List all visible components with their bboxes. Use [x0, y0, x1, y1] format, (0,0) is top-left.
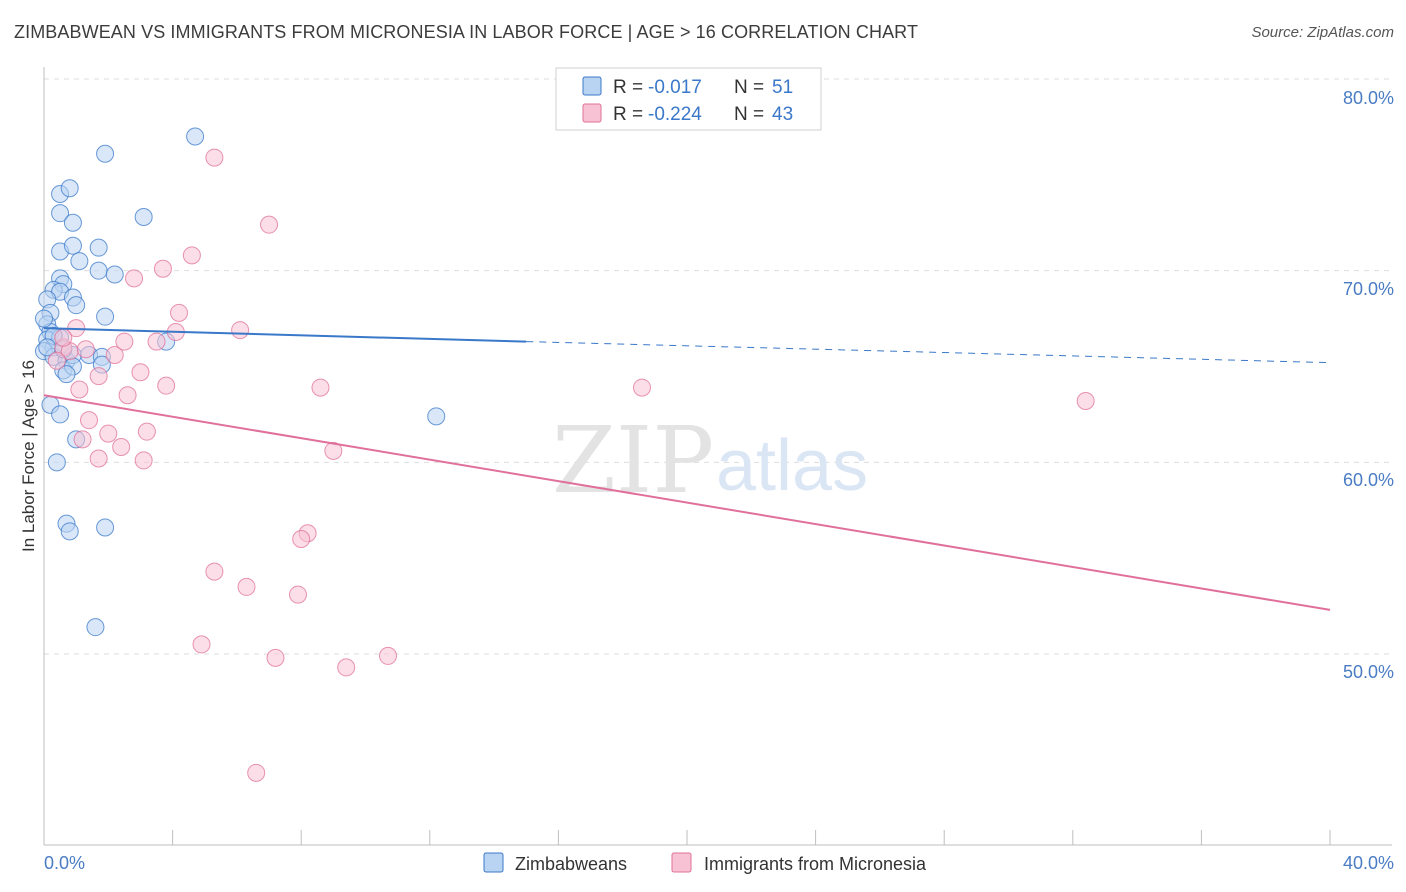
y-tick-labels: 80.0% 70.0% 60.0% 50.0%	[1343, 88, 1394, 682]
micronesia-point	[260, 215, 279, 234]
zimbabwean-point	[51, 405, 70, 424]
micronesia-point	[247, 763, 266, 782]
bottom-legend-blue-swatch	[483, 852, 504, 873]
zimbabwean-point	[134, 208, 153, 226]
micronesia-point	[131, 363, 150, 382]
stats-legend-pink-n-label: N =	[734, 104, 764, 125]
micronesia-point	[192, 635, 211, 654]
chart-title: ZIMBABWEAN VS IMMIGRANTS FROM MICRONESIA…	[14, 22, 919, 42]
zimbabwean-point	[63, 213, 82, 232]
grid-layer	[44, 78, 1392, 655]
micronesia-point	[105, 346, 124, 364]
micronesia-point	[337, 658, 356, 677]
zimbabwean-point	[57, 365, 76, 384]
micronesia-point	[1076, 392, 1095, 410]
bottom-legend-zimbabweans: Zimbabweans	[515, 854, 627, 874]
micronesia-point	[632, 378, 651, 397]
zimbabwean-point	[96, 518, 115, 537]
zimbabwean-point	[47, 453, 66, 472]
watermark-atlas: atlas	[716, 426, 868, 506]
micronesia-point	[54, 328, 73, 347]
y-tick-label-80: 80.0%	[1343, 88, 1394, 108]
zimbabwean-point	[63, 236, 82, 255]
micronesia-point	[112, 438, 131, 456]
trend-lines	[43, 327, 1331, 611]
micronesia-point	[324, 441, 343, 460]
watermark: ZIP atlas	[552, 407, 868, 514]
stats-legend-pink-r-value: -0.224	[648, 104, 702, 125]
axes-layer	[43, 67, 1392, 846]
micronesia-point	[237, 577, 256, 596]
zimbabwean-point	[51, 204, 70, 223]
zimbabwean-point	[60, 522, 79, 541]
stats-legend-pink-r-label: R =	[613, 104, 643, 125]
zimbabwean-point	[70, 252, 89, 271]
micronesia-points	[47, 148, 1095, 782]
zimbabwean-point	[186, 127, 205, 146]
zimbabwean-point	[427, 407, 446, 426]
zimbabwean-point	[96, 144, 115, 163]
micronesia-point	[99, 424, 118, 443]
micronesia-point	[170, 303, 189, 322]
watermark-zip: ZIP	[552, 407, 714, 514]
micronesia-point	[89, 367, 108, 386]
bottom-legend-pink-swatch	[671, 852, 692, 873]
micronesia-point	[47, 351, 66, 370]
zimbabwean-point	[96, 307, 115, 326]
x-tick-label-0: 0.0%	[44, 853, 85, 873]
stats-legend-pink-n-value: 43	[772, 104, 793, 125]
micronesia-point	[76, 340, 95, 359]
zimbabweans-trend-line	[43, 327, 527, 343]
x-tick-label-40: 40.0%	[1343, 853, 1394, 873]
micronesia-point	[80, 411, 99, 430]
micronesia-point	[205, 562, 224, 581]
micronesia-trend-line	[43, 394, 1331, 611]
zimbabwean-point	[67, 296, 86, 315]
micronesia-point	[292, 530, 311, 548]
zimbabwean-point	[35, 309, 53, 328]
micronesia-point	[379, 646, 398, 665]
micronesia-point	[157, 376, 176, 395]
zimbabwean-point	[86, 618, 105, 637]
micronesia-point	[89, 449, 108, 468]
stats-legend-blue-r-label: R =	[613, 77, 643, 98]
stats-legend-blue-r-value: -0.017	[648, 77, 702, 98]
source-label: Source: ZipAtlas.com	[1251, 24, 1394, 41]
zimbabwean-point	[89, 238, 108, 257]
micronesia-point	[153, 259, 172, 278]
micronesia-point	[266, 648, 285, 667]
stats-legend: R = -0.017 N = 51 R = -0.224 N = 43	[555, 67, 822, 131]
stats-legend-blue-swatch	[582, 76, 602, 96]
micronesia-point	[70, 380, 89, 399]
micronesia-point	[115, 332, 134, 351]
stats-legend-blue-n-value: 51	[772, 77, 793, 98]
micronesia-point	[125, 269, 144, 288]
y-tick-label-50: 50.0%	[1343, 662, 1394, 682]
bottom-legend: Zimbabweans Immigrants from Micronesia	[483, 852, 927, 874]
micronesia-point	[288, 585, 307, 604]
zimbabwean-point	[89, 261, 108, 280]
micronesia-point	[147, 332, 166, 351]
micronesia-point	[118, 386, 137, 405]
y-tick-label-70: 70.0%	[1343, 279, 1394, 299]
micronesia-point	[205, 148, 224, 167]
micronesia-point	[311, 378, 330, 397]
micronesia-point	[182, 246, 201, 265]
stats-legend-blue-n-label: N =	[734, 77, 764, 98]
micronesia-point	[134, 451, 153, 470]
y-tick-label-60: 60.0%	[1343, 470, 1394, 490]
zimbabwean-point	[105, 265, 124, 284]
micronesia-point	[73, 430, 92, 449]
stats-legend-pink-swatch	[582, 103, 602, 123]
y-axis-title: In Labor Force | Age > 16	[19, 360, 38, 552]
bottom-legend-micronesia: Immigrants from Micronesia	[704, 854, 927, 874]
zimbabwean-point	[60, 179, 79, 198]
micronesia-point	[231, 321, 250, 340]
zimbabweans-trend-extension	[526, 341, 1331, 364]
micronesia-point	[137, 422, 156, 441]
